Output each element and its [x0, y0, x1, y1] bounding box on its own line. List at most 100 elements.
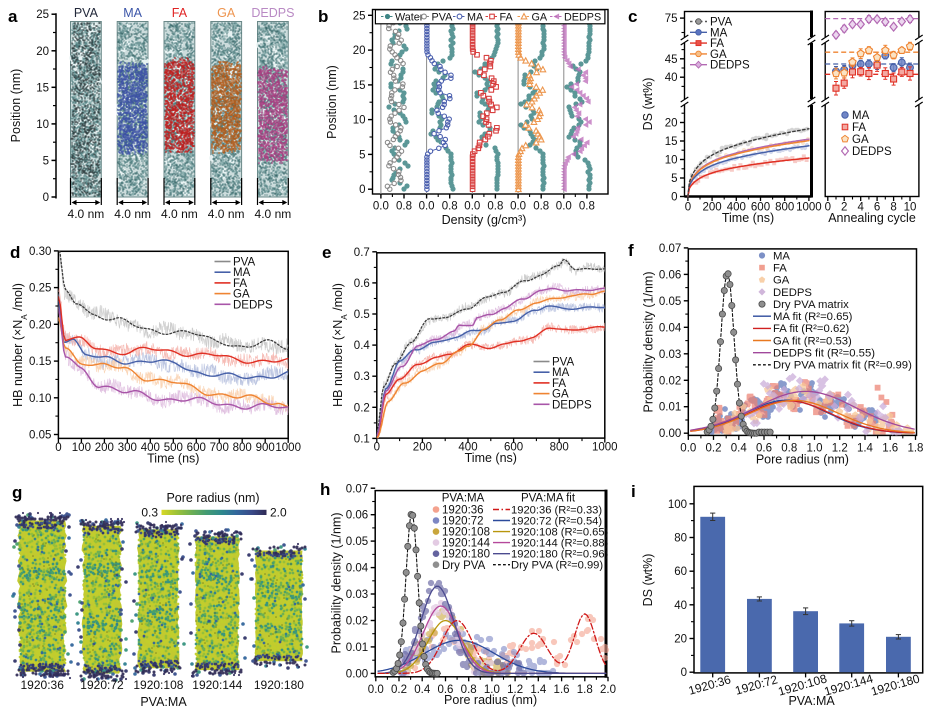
svg-text:200: 200 — [95, 442, 114, 454]
svg-text:0.25: 0.25 — [29, 283, 51, 295]
svg-text:0.4: 0.4 — [354, 340, 371, 352]
svg-text:GA: GA — [710, 49, 727, 61]
svg-text:1.2: 1.2 — [507, 684, 523, 696]
svg-text:200: 200 — [413, 442, 432, 454]
svg-text:6: 6 — [874, 202, 880, 214]
svg-text:FA: FA — [172, 6, 188, 20]
svg-text:DEDPS: DEDPS — [552, 399, 592, 411]
svg-text:1.8: 1.8 — [577, 684, 593, 696]
svg-text:FA: FA — [552, 378, 566, 390]
svg-text:10: 10 — [665, 155, 678, 167]
svg-text:b: b — [318, 7, 328, 26]
svg-text:DEDPS: DEDPS — [564, 11, 601, 23]
svg-text:GA: GA — [773, 275, 790, 287]
svg-text:1000: 1000 — [796, 202, 822, 214]
svg-text:PVA:MA: PVA:MA — [442, 493, 485, 505]
svg-text:400: 400 — [458, 442, 477, 454]
svg-text:0.07: 0.07 — [346, 483, 368, 495]
svg-text:DEDPS: DEDPS — [773, 287, 812, 299]
svg-text:0.02: 0.02 — [659, 375, 681, 387]
svg-text:GA: GA — [852, 134, 869, 146]
svg-text:2.0: 2.0 — [270, 506, 287, 520]
svg-text:g: g — [12, 483, 22, 502]
svg-text:600: 600 — [751, 202, 770, 214]
svg-text:0: 0 — [825, 202, 831, 214]
svg-text:60: 60 — [674, 566, 687, 578]
svg-text:1920:180: 1920:180 — [442, 549, 490, 561]
svg-text:Position (nm): Position (nm) — [325, 65, 339, 139]
svg-text:0.6: 0.6 — [354, 278, 370, 290]
svg-text:1920:144: 1920:144 — [442, 538, 491, 550]
svg-text:1920:36: 1920:36 — [21, 678, 65, 692]
svg-text:25: 25 — [36, 9, 49, 21]
svg-text:500: 500 — [164, 442, 183, 454]
svg-text:0.10: 0.10 — [29, 393, 51, 405]
svg-text:Pore radius (nm): Pore radius (nm) — [166, 491, 259, 505]
svg-text:DEDPS: DEDPS — [233, 299, 273, 311]
svg-text:300: 300 — [118, 442, 137, 454]
svg-text:0.8: 0.8 — [533, 201, 549, 213]
svg-text:MA: MA — [552, 367, 570, 379]
svg-text:0.2: 0.2 — [354, 402, 370, 414]
svg-text:0.6: 0.6 — [756, 442, 772, 454]
svg-text:GA: GA — [532, 11, 548, 23]
svg-text:20: 20 — [353, 45, 366, 57]
svg-text:10: 10 — [36, 119, 49, 131]
svg-text:0.3: 0.3 — [354, 371, 370, 383]
svg-text:FA: FA — [500, 11, 514, 23]
svg-text:10: 10 — [904, 202, 917, 214]
svg-text:0.04: 0.04 — [346, 563, 369, 575]
svg-text:80: 80 — [674, 532, 687, 544]
svg-text:1.4: 1.4 — [530, 684, 547, 696]
svg-text:0.8: 0.8 — [487, 201, 503, 213]
svg-text:0: 0 — [681, 667, 687, 679]
svg-text:0.7: 0.7 — [354, 247, 370, 259]
svg-text:700: 700 — [210, 442, 229, 454]
svg-text:0.0: 0.0 — [373, 201, 389, 213]
svg-text:PVA: PVA — [552, 357, 574, 369]
svg-text:Probability density (1/nm): Probability density (1/nm) — [330, 512, 344, 653]
svg-text:e: e — [322, 243, 331, 262]
svg-text:40: 40 — [665, 72, 678, 84]
svg-text:0.04: 0.04 — [659, 322, 682, 334]
svg-text:75: 75 — [665, 13, 678, 25]
svg-text:0.8: 0.8 — [579, 201, 595, 213]
svg-text:DEDPS: DEDPS — [710, 60, 750, 72]
svg-text:1920:108 (R²=0.65): 1920:108 (R²=0.65) — [511, 526, 609, 538]
svg-text:FA: FA — [233, 278, 247, 290]
svg-text:1920:180: 1920:180 — [254, 678, 304, 692]
svg-text:FA: FA — [710, 38, 724, 50]
svg-text:1.4: 1.4 — [857, 442, 874, 454]
svg-text:0.6: 0.6 — [437, 684, 453, 696]
svg-text:0.00: 0.00 — [346, 668, 368, 680]
svg-text:MA: MA — [852, 110, 870, 122]
svg-text:PVA: PVA — [74, 6, 99, 20]
svg-text:0.05: 0.05 — [346, 536, 368, 548]
svg-text:45: 45 — [665, 54, 678, 66]
svg-text:Water: Water — [395, 11, 424, 23]
svg-text:8: 8 — [890, 202, 896, 214]
svg-text:40: 40 — [674, 600, 687, 612]
svg-text:1920:36 (R²=0.33): 1920:36 (R²=0.33) — [511, 504, 602, 516]
svg-text:0.0: 0.0 — [464, 201, 480, 213]
svg-text:0.8: 0.8 — [396, 201, 412, 213]
svg-text:0.5: 0.5 — [354, 309, 370, 321]
svg-text:900: 900 — [256, 442, 275, 454]
svg-text:0.2: 0.2 — [391, 684, 407, 696]
svg-text:1920:72: 1920:72 — [80, 678, 124, 692]
svg-text:0.15: 0.15 — [29, 356, 51, 368]
svg-text:Annealing cycle: Annealing cycle — [828, 211, 916, 225]
svg-text:DEDPS fit (R²=0.55): DEDPS fit (R²=0.55) — [773, 348, 875, 360]
svg-text:4.0 nm: 4.0 nm — [255, 207, 292, 221]
svg-text:GA: GA — [233, 289, 250, 301]
svg-text:0.8: 0.8 — [461, 684, 477, 696]
svg-text:5: 5 — [671, 173, 677, 185]
svg-text:MA: MA — [233, 267, 251, 279]
svg-text:f: f — [628, 241, 634, 260]
svg-text:2.0: 2.0 — [600, 684, 616, 696]
svg-text:600: 600 — [504, 442, 523, 454]
svg-text:0.1: 0.1 — [354, 433, 370, 445]
svg-text:DS (wt%): DS (wt%) — [641, 554, 655, 607]
svg-text:PVA: PVA — [233, 257, 255, 269]
svg-text:0.20: 0.20 — [29, 319, 51, 331]
